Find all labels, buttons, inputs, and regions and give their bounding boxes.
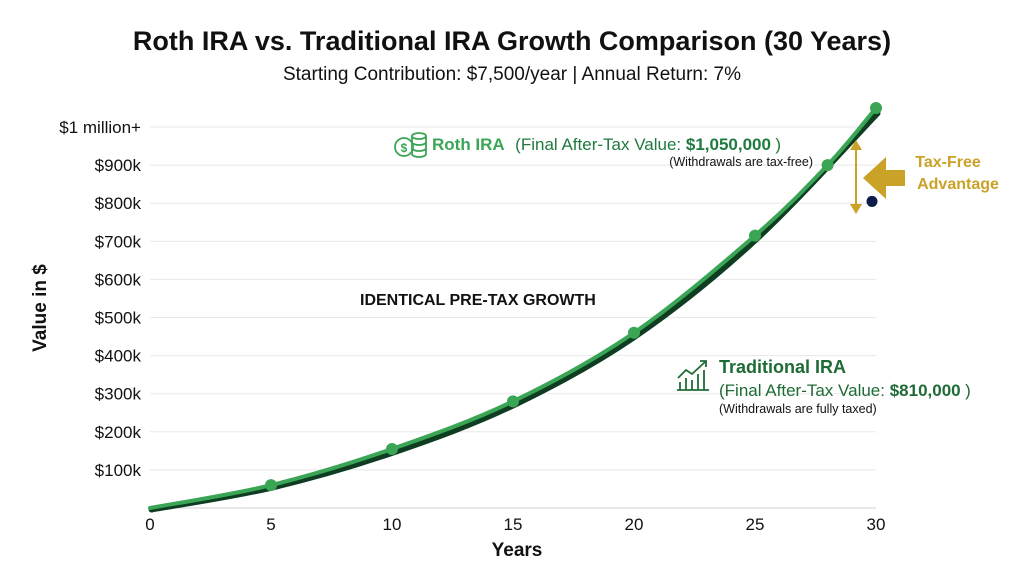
x-tick-label: 20: [625, 515, 644, 534]
y-tick-label: $600k: [95, 270, 142, 289]
x-tick-label: 25: [746, 515, 765, 534]
roth-ira-line: [148, 106, 878, 510]
points-layer: [265, 102, 882, 492]
arrow-left-icon: [863, 157, 905, 199]
roth-data-point: [386, 442, 398, 455]
x-tick-label: 15: [504, 515, 523, 534]
trad-detail-prefix: (Final After-Tax Value:: [719, 381, 890, 400]
roth-final-value: $1,050,000: [686, 135, 771, 154]
y-tick-label: $800k: [95, 194, 142, 213]
y-tick-label: $400k: [95, 347, 142, 366]
chart-title: Roth IRA vs. Traditional IRA Growth Comp…: [132, 26, 892, 56]
trad-final-value: $810,000: [890, 381, 961, 400]
roth-data-point: [749, 229, 761, 242]
y-tick-label: $200k: [95, 423, 142, 442]
x-tick-label: 0: [145, 515, 154, 534]
x-tick-labels: 0 5 10 15 20 25 30: [145, 515, 885, 534]
traditional-ira-line: [148, 110, 881, 513]
roth-data-point: [507, 395, 519, 408]
roth-data-point: [870, 102, 882, 114]
svg-text:$: $: [401, 141, 408, 155]
y-tick-label: $700k: [95, 232, 142, 251]
y-axis-title: Value in $: [30, 264, 51, 352]
y-tick-label: $500k: [95, 309, 142, 328]
roth-detail-prefix: (Final After-Tax Value:: [515, 135, 686, 154]
y-tick-label: $1 million+: [59, 118, 141, 137]
y-tick-label: $300k: [95, 385, 142, 404]
x-tick-label: 10: [383, 515, 402, 534]
x-tick-label: 30: [867, 515, 886, 534]
coins-icon: $: [394, 132, 427, 158]
roth-detail-suffix: ): [775, 135, 781, 154]
trad-detail-suffix: ): [965, 381, 971, 400]
roth-series-name: Roth IRA: [432, 135, 505, 154]
trad-series-name: Traditional IRA: [719, 357, 846, 377]
x-axis-title: Years: [492, 540, 543, 561]
identical-growth-label: IDENTICAL PRE-TAX GROWTH: [360, 292, 596, 309]
roth-data-point: [265, 479, 277, 492]
advantage-bracket: [850, 140, 862, 214]
advantage-label-line1: Tax-Free: [915, 154, 981, 171]
x-tick-label: 5: [266, 515, 275, 534]
trad-annotation: (Final After-Tax Value: $810,000 ): [719, 381, 971, 400]
roth-data-point: [821, 159, 834, 172]
y-tick-label: $900k: [95, 156, 142, 175]
traditional-after-tax-point: [866, 195, 878, 207]
growth-chart-icon: [677, 360, 709, 391]
advantage-label-line2: Advantage: [917, 176, 999, 193]
roth-note: (Withdrawals are tax-free): [669, 155, 813, 169]
grid-layer: [150, 126, 876, 471]
trad-note: (Withdrawals are fully taxed): [719, 402, 877, 416]
roth-annotation: Roth IRA (Final After-Tax Value: $1,050,…: [432, 135, 781, 154]
y-tick-labels: $100k $200k $300k $400k $500k $600k $700k $800k…: [59, 118, 141, 480]
y-tick-label: $100k: [95, 461, 142, 480]
chart-subtitle: Starting Contribution: $7,500/year | Ann…: [282, 64, 742, 85]
roth-data-point: [628, 326, 640, 339]
